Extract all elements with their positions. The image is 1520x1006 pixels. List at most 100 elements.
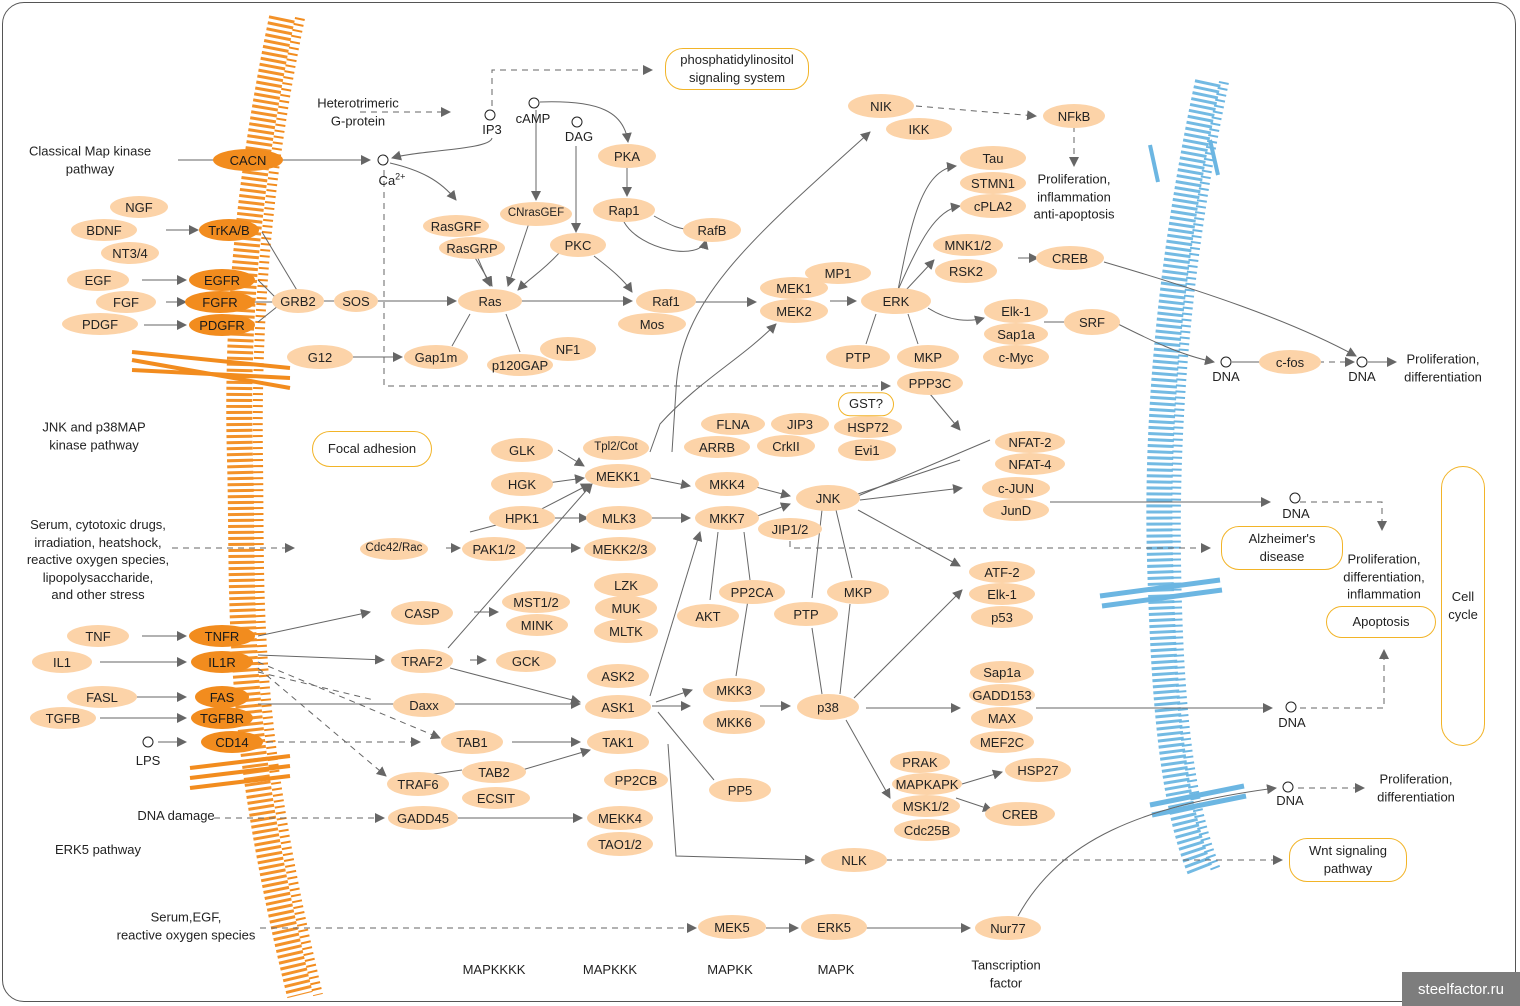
receptor-tgfbr: TGFBR — [191, 707, 253, 729]
node-mlk3: MLK3 — [586, 506, 652, 530]
node-erk5: ERK5 — [801, 914, 867, 940]
node-ngf: NGF — [110, 196, 168, 218]
node-lzk: LZK — [594, 573, 658, 597]
small-molecule-marker — [1356, 356, 1368, 368]
node-mst12: MST1/2 — [502, 591, 570, 613]
node-nlk: NLK — [821, 848, 887, 872]
node-mkp2: MKP — [827, 580, 889, 604]
node-cmyc: c-Myc — [983, 345, 1049, 369]
receptor-pdgfr: PDGFR — [189, 314, 255, 336]
node-prak: PRAK — [890, 751, 950, 773]
node-egf: EGF — [67, 269, 129, 291]
node-mekk1: MEKK1 — [585, 464, 651, 488]
node-arrb: ARRB — [684, 436, 750, 458]
node-gadd153: GADD153 — [969, 684, 1035, 706]
node-sos: SOS — [334, 290, 378, 312]
node-muk: MUK — [595, 596, 657, 620]
label-hetero-g: Heterotrimeric G-protein — [317, 95, 399, 128]
node-ikk: IKK — [886, 118, 952, 140]
node-mkk6: MKK6 — [703, 710, 765, 734]
box-focal-adhesion: Focal adhesion — [312, 431, 432, 467]
node-flna: FLNA — [701, 413, 765, 435]
node-mef2c: MEF2C — [970, 731, 1034, 753]
node-pp2ca: PP2CA — [719, 580, 785, 604]
node-tnf: TNF — [67, 625, 129, 647]
node-stmn1: STMN1 — [960, 172, 1026, 194]
node-rap1: Rap1 — [593, 198, 655, 222]
node-nfat4: NFAT-4 — [995, 453, 1065, 475]
small-molecule-marker — [1289, 492, 1301, 504]
node-tau: Tau — [960, 146, 1026, 170]
receptor-egfr: EGFR — [189, 269, 255, 291]
label-classical: Classical Map kinase pathway — [28, 143, 152, 176]
node-ecsit: ECSIT — [462, 787, 530, 809]
node-cdc42: Cdc42/Rac — [360, 538, 428, 560]
node-mltk: MLTK — [594, 619, 658, 643]
receptor-il1r: IL1R — [191, 651, 253, 673]
node-mnk12: MNK1/2 — [933, 234, 1003, 256]
small-molecule-marker — [1282, 781, 1294, 793]
node-akt: AKT — [677, 604, 739, 628]
node-mek5: MEK5 — [698, 915, 766, 939]
node-il1: IL1 — [32, 651, 92, 673]
label-gst: GST? — [838, 392, 894, 416]
node-mink: MINK — [506, 614, 568, 636]
node-jund: JunD — [983, 499, 1049, 521]
node-traf2: TRAF2 — [391, 649, 453, 673]
node-tab1: TAB1 — [441, 730, 503, 754]
small-molecule-marker — [377, 154, 389, 166]
node-rsk2: RSK2 — [935, 259, 997, 283]
label-out-nfkb: Proliferation, inflammation anti-apoptos… — [1033, 171, 1115, 222]
node-fasl: FASL — [67, 686, 137, 708]
node-sap1a1: Sap1a — [984, 323, 1048, 345]
node-daxx: Daxx — [393, 693, 455, 717]
node-mkp1: MKP — [897, 345, 959, 369]
node-g12: G12 — [287, 345, 353, 369]
node-pp5: PP5 — [709, 778, 771, 802]
node-nt34: NT3/4 — [101, 242, 159, 264]
small-molecule-marker — [1220, 356, 1232, 368]
node-bdnf: BDNF — [71, 219, 137, 241]
node-ras: Ras — [458, 289, 522, 313]
node-nf1: NF1 — [540, 337, 596, 361]
small-molecule-marker — [1285, 701, 1297, 713]
node-pkc: PKC — [550, 233, 606, 257]
node-msk12: MSK1/2 — [892, 795, 960, 817]
node-mkk3: MKK3 — [703, 678, 765, 702]
node-pdgf: PDGF — [62, 313, 138, 335]
node-jnk: JNK — [796, 485, 860, 511]
node-creb2: CREB — [985, 802, 1055, 826]
label-lps: LPS — [135, 753, 161, 769]
label-ca: Ca2+ — [378, 171, 406, 188]
node-mek1: MEK1 — [760, 277, 828, 299]
node-erk: ERK — [861, 288, 931, 314]
cell-membrane — [131, 15, 323, 999]
receptor-trkab: TrKA/B — [199, 219, 259, 241]
node-tgfb: TGFB — [30, 707, 96, 729]
receptor-cacn: CACN — [213, 149, 283, 171]
node-pp2cb: PP2CB — [604, 769, 668, 791]
label-dag: DAG — [564, 129, 594, 145]
node-mek2: MEK2 — [760, 299, 828, 323]
node-nik: NIK — [848, 94, 914, 118]
node-tpl2: Tpl2/Cot — [583, 436, 649, 460]
node-max: MAX — [971, 707, 1033, 729]
label-tier-mapkkkk: MAPKKKK — [462, 962, 526, 978]
label-out-jnk: Proliferation, differentiation, inflamma… — [1343, 551, 1425, 602]
node-gadd45: GADD45 — [388, 806, 458, 830]
node-cfos: c-fos — [1259, 350, 1321, 374]
node-pak12: PAK1/2 — [462, 537, 526, 561]
node-pka: PKA — [598, 144, 656, 168]
label-ip3: IP3 — [482, 122, 502, 138]
label-tier-mapk: MAPK — [817, 962, 855, 978]
nuclear-membrane — [1099, 79, 1247, 875]
node-mekk4: MEKK4 — [587, 806, 653, 830]
small-molecule-marker — [484, 109, 496, 121]
node-nur77: Nur77 — [975, 916, 1041, 940]
box-wnt: Wnt signaling pathway — [1289, 838, 1407, 882]
node-evi1: Evi1 — [838, 439, 896, 461]
node-hsp27: HSP27 — [1005, 758, 1071, 782]
node-traf6: TRAF6 — [387, 772, 449, 796]
node-mkk4: MKK4 — [695, 472, 759, 496]
node-fgf: FGF — [96, 291, 156, 313]
